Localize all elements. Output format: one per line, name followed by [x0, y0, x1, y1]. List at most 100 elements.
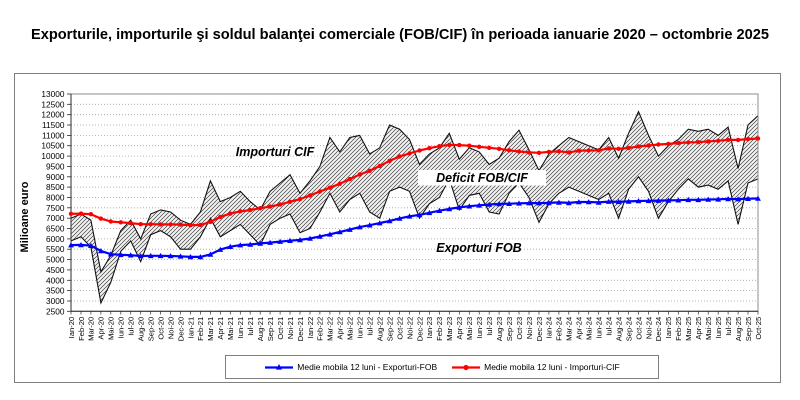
ma-imports-marker-icon: [666, 141, 671, 147]
ma-exports-marker-icon: [177, 253, 184, 259]
x-tick-label: Sep-23: [505, 317, 514, 342]
x-tick-label: Apr-21: [216, 317, 225, 340]
deficit-annotation-bg: [418, 170, 546, 186]
ma-exports-marker-icon: [346, 226, 353, 232]
x-tick-label: Mai-22: [346, 317, 355, 340]
x-tick-label: Sep-24: [624, 317, 633, 342]
ma-imports-marker-icon: [218, 214, 223, 220]
ma-imports-marker-icon: [656, 142, 661, 147]
ma-exports-marker-icon: [456, 204, 463, 210]
ma-exports-marker-icon: [88, 242, 94, 248]
ma-imports-marker-icon: [566, 150, 571, 155]
ma-exports-marker-icon: [496, 201, 502, 207]
x-tick-label: Oct-22: [395, 317, 404, 340]
chart-title: Exporturile, importurile şi soldul balan…: [30, 27, 769, 43]
x-tick-label: Mar-24: [565, 317, 574, 341]
x-tick-label: Noi-23: [525, 317, 534, 339]
ma-exports-marker-icon: [217, 246, 224, 252]
y-tick-label: 12500: [41, 99, 64, 109]
ma-exports-marker-icon: [685, 196, 692, 203]
y-tick-label: 10500: [41, 141, 64, 151]
ma-imports-marker-icon: [487, 145, 492, 150]
x-tick-label: Iun-22: [356, 317, 365, 339]
ma-imports-marker-icon: [447, 142, 452, 148]
ma-imports-marker-icon: [377, 163, 382, 169]
ma-exports-marker-icon: [625, 198, 632, 204]
ma-exports-marker-icon: [117, 251, 124, 258]
x-tick-label: Ian-21: [186, 317, 195, 339]
x-tick-label: Oct-20: [156, 317, 165, 340]
x-tick-label: Sep-25: [744, 317, 753, 342]
legend-item-exports: Medie mobila 12 luni - Exporturi-FOB: [264, 362, 437, 372]
x-tick-label: Dec-21: [296, 317, 305, 341]
x-tick-label: Feb-21: [196, 317, 205, 341]
deficit-band: [71, 111, 758, 303]
x-tick-label: Feb-22: [316, 317, 325, 341]
y-tick-label: 4500: [46, 265, 65, 275]
x-tick-label: Mar-22: [326, 317, 335, 341]
ma-exports-marker-icon: [107, 251, 114, 257]
y-tick-label: 7000: [46, 213, 65, 223]
x-tick-label: Mai-25: [704, 317, 713, 340]
ma-imports-marker-icon: [98, 216, 104, 221]
ma-imports-marker-icon: [536, 150, 542, 155]
ma-imports-marker-icon: [676, 140, 681, 146]
x-tick-label: Mar-25: [684, 317, 693, 341]
x-tick-label: Feb-24: [555, 317, 564, 341]
ma-exports-marker-icon: [635, 198, 642, 204]
x-tick-label: Iul-25: [724, 317, 733, 336]
ma-imports-marker-icon: [78, 211, 84, 216]
ma-exports-marker-icon: [376, 220, 383, 226]
legend-label-imports: Medie mobila 12 luni - Importuri-CIF: [484, 362, 620, 372]
annotation-deficit: Deficit FOB/CIF: [436, 171, 528, 185]
ma-imports-marker-icon: [178, 222, 183, 227]
ma-exports-marker-icon: [655, 197, 662, 203]
x-tick-label: Ian-23: [425, 317, 434, 339]
ma-imports-marker-icon: [646, 143, 651, 148]
ma-imports-marker-icon: [337, 181, 342, 186]
x-tick-label: Dec-23: [535, 317, 544, 341]
ma-exports-marker-icon: [416, 212, 423, 218]
x-tick-label: Ian-24: [545, 317, 554, 339]
ma-exports-marker-icon: [755, 195, 761, 201]
x-tick-label: Mai-21: [226, 317, 235, 340]
x-tick-label: Iul-22: [366, 317, 375, 336]
x-tick-label: Iul-24: [605, 317, 614, 336]
ma-exports-marker-icon: [366, 222, 373, 228]
ma-exports-marker-icon: [127, 252, 134, 258]
y-tick-label: 4000: [46, 275, 65, 285]
y-tick-label: 8000: [46, 193, 65, 203]
ma-exports-marker-icon: [575, 199, 582, 205]
x-tick-label: Oct-23: [515, 317, 524, 340]
legend-item-imports: Medie mobila 12 luni - Importuri-CIF: [451, 362, 620, 372]
x-tick-label: Ian-22: [306, 317, 315, 339]
x-tick-label: Sep-20: [147, 317, 156, 342]
ma-imports-marker-icon: [526, 150, 532, 155]
ma-exports-marker-icon: [446, 206, 453, 212]
y-tick-label: 5500: [46, 244, 65, 254]
x-tick-label: Apr-20: [97, 317, 106, 340]
ma-exports-marker-icon: [615, 198, 622, 205]
ma-imports-marker-icon: [68, 211, 74, 216]
ma-imports-marker-icon: [357, 172, 362, 177]
legend-label-exports: Medie mobila 12 luni - Exporturi-FOB: [297, 362, 438, 372]
x-tick-label: Noi-22: [405, 317, 414, 339]
ma-exports-line: [70, 197, 759, 258]
ma-exports-marker-icon: [336, 229, 343, 235]
ma-exports-marker-icon: [725, 196, 731, 202]
chart-legend: Medie mobila 12 luni - Exporturi-FOB Med…: [225, 355, 659, 379]
x-tick-label: Ian-20: [67, 317, 76, 339]
x-tick-label: Iul-20: [127, 317, 136, 336]
x-tick-label: Apr-23: [455, 317, 464, 340]
ma-imports-marker-icon: [208, 219, 213, 225]
ma-imports-marker-icon: [706, 139, 711, 144]
exports-monthly-line: [70, 175, 759, 305]
ma-imports-marker-icon: [546, 149, 552, 155]
ma-exports-marker-icon: [78, 242, 84, 248]
chart-figure: 2500 3000 3500 4000 4500 5000 5500 6000 6500 7000…: [14, 73, 781, 383]
legend-sample-imports: [452, 364, 481, 371]
x-tick-label: Oct-21: [276, 317, 285, 340]
ma-exports-marker-icon: [147, 252, 154, 259]
ma-imports-marker-icon: [407, 151, 412, 156]
